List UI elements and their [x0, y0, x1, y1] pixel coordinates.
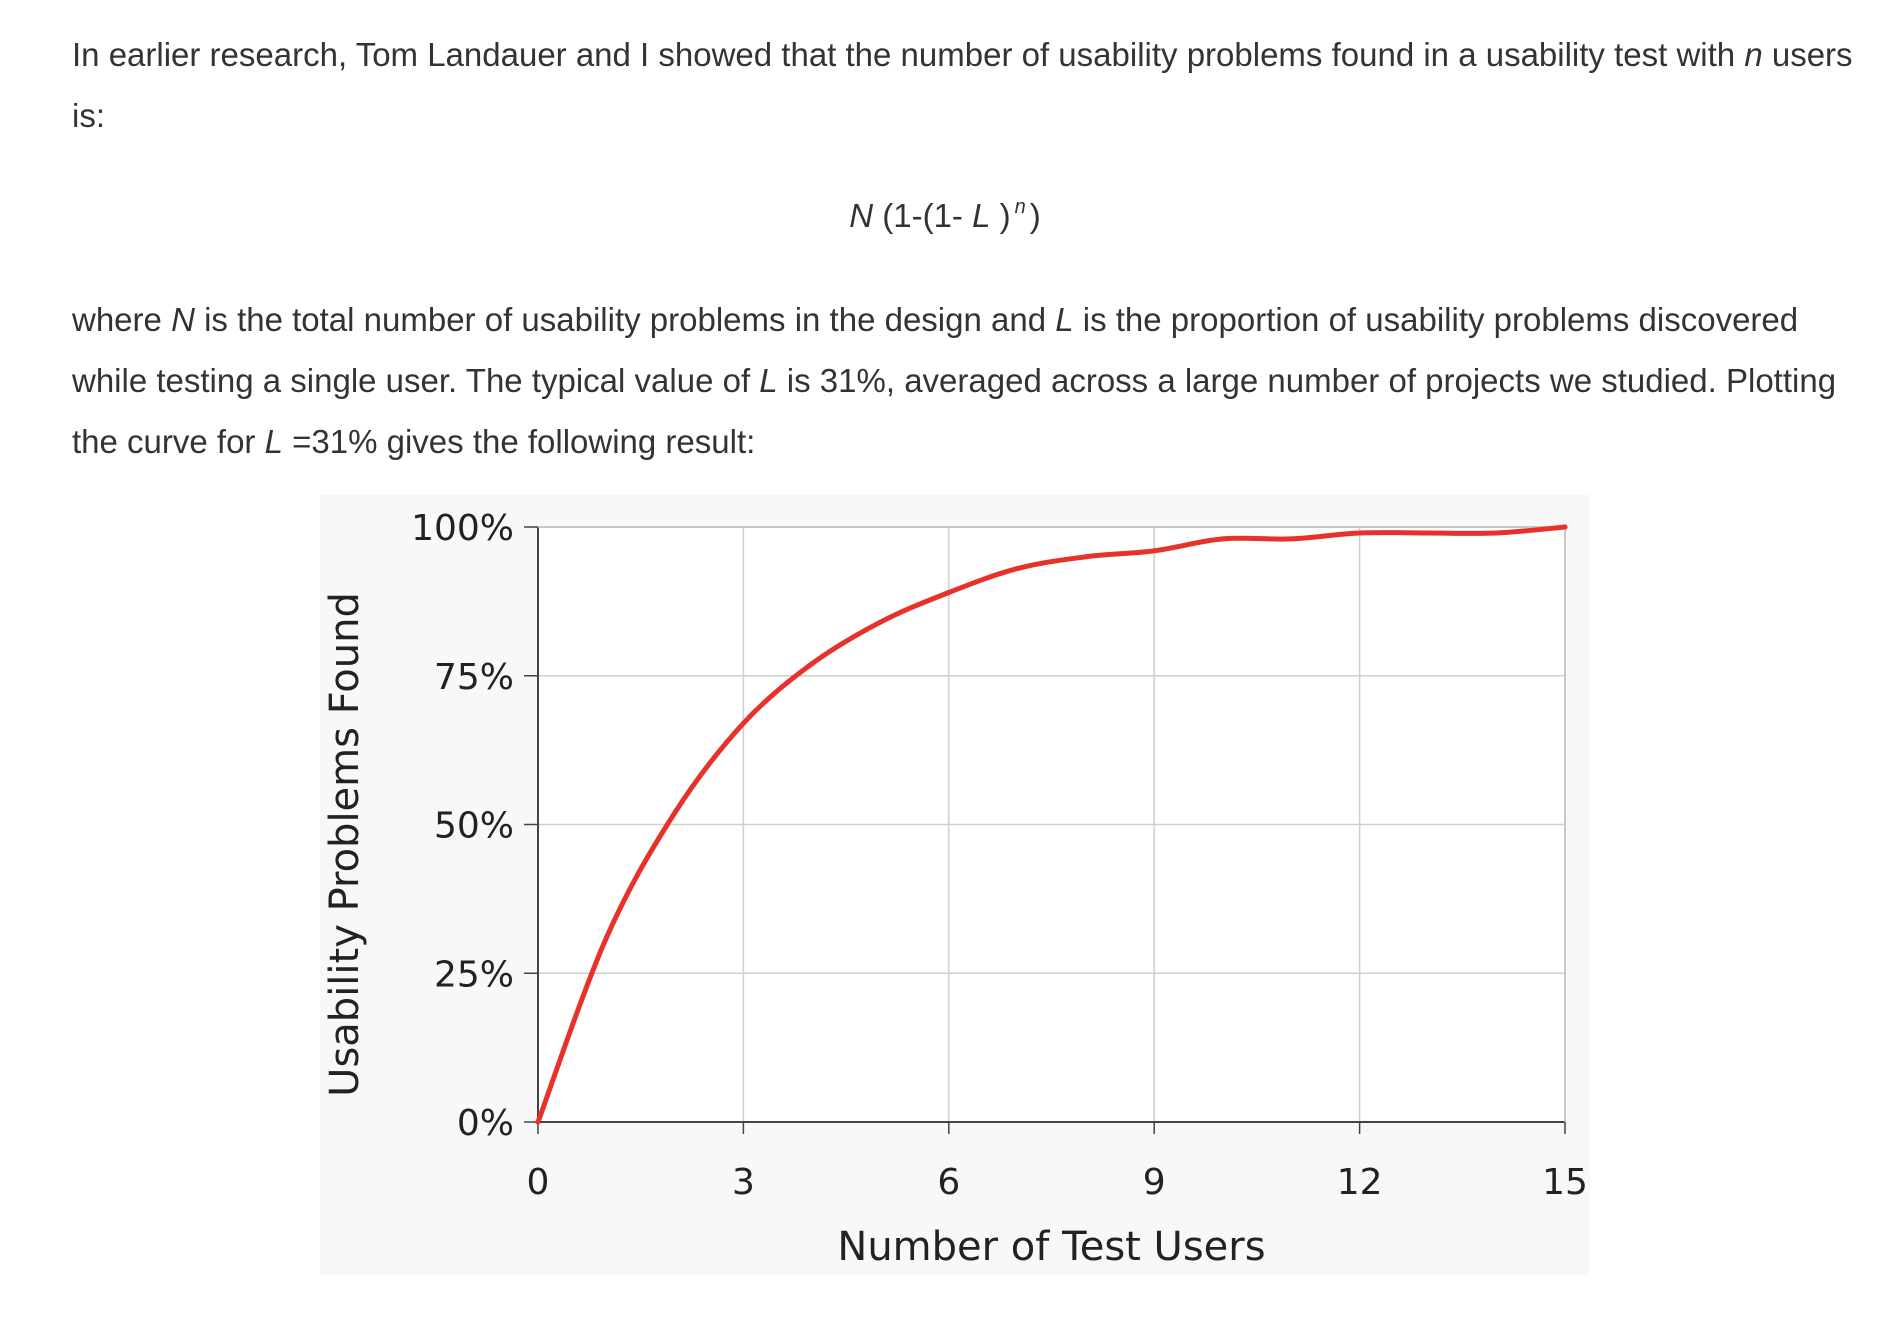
y-axis-title: Usability Problems Found — [322, 592, 368, 1097]
data-point — [1014, 566, 1020, 572]
x-tick-label: 12 — [1337, 1162, 1383, 1203]
intro-paragraph: In earlier research, Tom Landauer and I … — [72, 24, 1862, 146]
data-point — [604, 935, 609, 941]
x-axis-title: Number of Test Users — [837, 1224, 1265, 1270]
data-point — [1083, 554, 1089, 560]
y-tick-label: 50% — [434, 806, 514, 847]
data-point — [740, 720, 746, 726]
data-point — [1220, 536, 1226, 542]
data-point — [809, 661, 815, 667]
y-tick-label: 0% — [457, 1103, 514, 1144]
expl-L-variable-2: L — [759, 362, 778, 399]
explanation-paragraph: where N is the total number of usability… — [72, 289, 1862, 472]
expl-text-c: is the proportion of usability problems … — [72, 301, 1799, 399]
formula-exponent: n — [1014, 196, 1026, 218]
x-tick-label: 6 — [937, 1162, 960, 1203]
expl-text-e: =31% gives the following result: — [282, 423, 756, 460]
chart-figure: 0 3 6 9 12 15 0% 25% 50% 75% 100% Number of Test Us… — [320, 495, 1590, 1275]
y-tick-label: 25% — [434, 954, 514, 995]
formula: N (1-(1- L ) n) — [0, 196, 1890, 235]
formula-part3: ) — [1029, 197, 1041, 234]
formula-part1: (1-(1- — [873, 197, 973, 234]
expl-text-a: where — [72, 301, 172, 338]
formula-N: N — [849, 197, 874, 234]
x-tick-label: 9 — [1143, 1162, 1166, 1203]
x-tick-label: 15 — [1542, 1162, 1588, 1203]
x-tick-label: 0 — [527, 1162, 550, 1203]
data-point — [1288, 536, 1294, 542]
intro-text-a: In earlier research, Tom Landauer and I … — [72, 36, 1745, 73]
expl-text-d: is 31%, averaged across a large number o… — [72, 362, 1837, 460]
data-point — [1357, 530, 1363, 536]
expl-L-variable-1: L — [1055, 301, 1074, 338]
intro-text-b: users is: — [72, 36, 1853, 134]
expl-text-b: is the total number of usability problem… — [194, 301, 1056, 338]
chart-svg: 0 3 6 9 12 15 0% 25% 50% 75% 100% Number of Test Us… — [322, 508, 1588, 1270]
data-point — [535, 1119, 541, 1125]
data-point — [672, 810, 678, 816]
data-point — [1151, 548, 1157, 554]
x-tick-label: 3 — [732, 1162, 755, 1203]
data-point — [1425, 530, 1431, 536]
data-point — [946, 590, 952, 595]
data-point — [1562, 524, 1568, 530]
y-tick-label: 100% — [411, 508, 514, 549]
formula-part2: ) — [990, 197, 1011, 234]
expl-L-variable-3: L — [264, 423, 283, 460]
data-point — [877, 619, 883, 625]
y-tick-label: 75% — [434, 657, 514, 698]
data-point — [1494, 530, 1499, 536]
formula-L: L — [972, 197, 991, 234]
expl-N-variable: N — [171, 301, 195, 338]
intro-n-variable: n — [1744, 36, 1763, 73]
